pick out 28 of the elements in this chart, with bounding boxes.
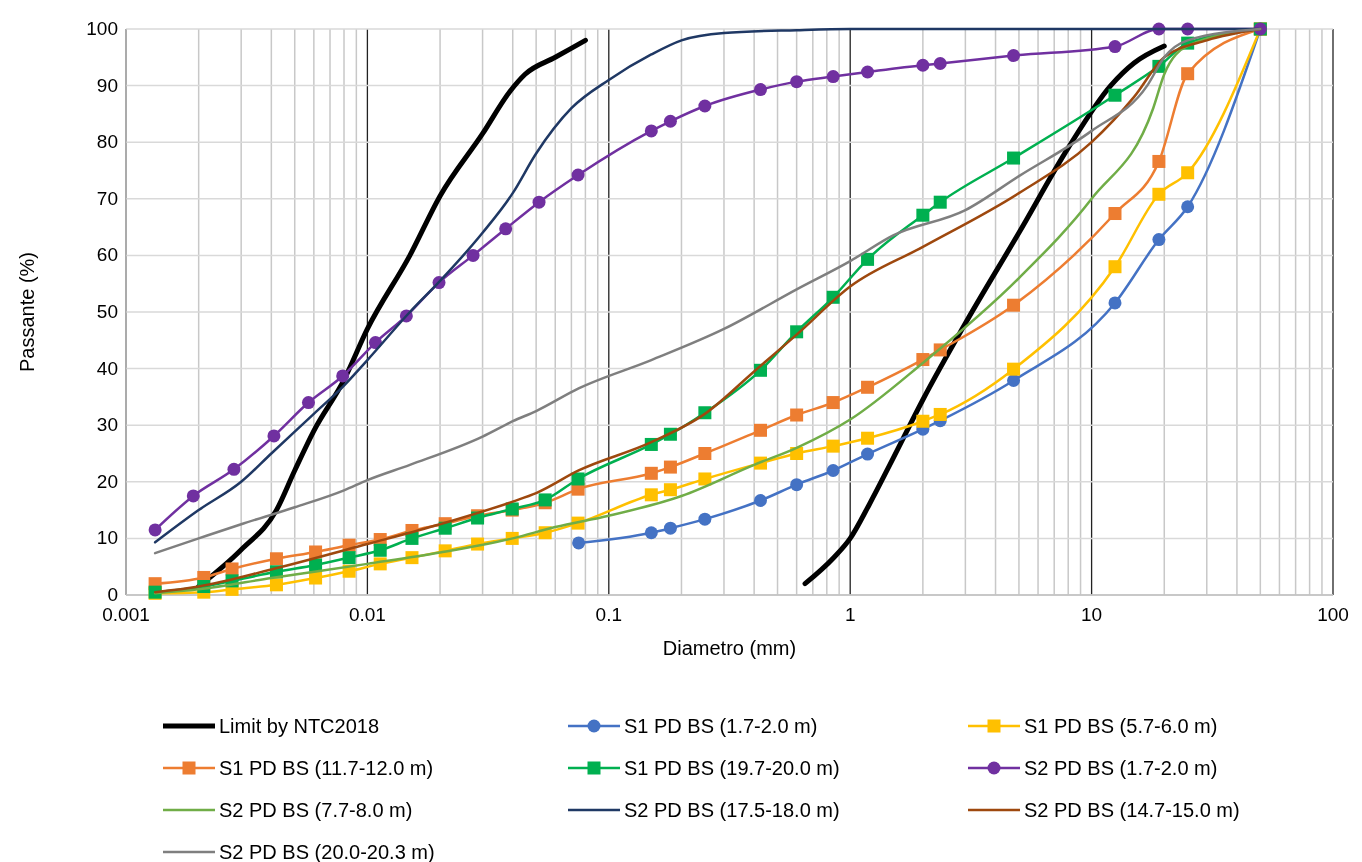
y-tick-label: 30	[96, 414, 118, 436]
x-tick-label: 0.1	[595, 604, 623, 625]
y-tick-label: 0	[107, 584, 118, 605]
y-tick-label: 90	[96, 74, 118, 96]
y-tick-label: 20	[96, 470, 118, 492]
y-tick-label: 60	[96, 244, 118, 266]
legend-label: S2 PD BS (7.7-8.0 m)	[219, 799, 413, 821]
y-axis-title: Passante (%)	[16, 251, 38, 373]
y-tick-label: 100	[86, 18, 118, 39]
y-tick-label: 10	[96, 527, 118, 549]
legend-label: S1 PD BS (5.7-6.0 m)	[1024, 715, 1218, 737]
legend-label: S2 PD BS (17.5-18.0 m)	[624, 799, 840, 821]
x-tick-label: 0.001	[102, 604, 150, 625]
x-tick-label: 1	[844, 604, 856, 625]
legend-label: S2 PD BS (1.7-2.0 m)	[1024, 757, 1218, 779]
legend-label: S1 PD BS (11.7-12.0 m)	[219, 757, 434, 779]
legend-label: S1 PD BS (19.7-20.0 m)	[624, 757, 840, 779]
y-tick-label: 40	[96, 357, 118, 379]
x-axis-title: Diametro (mm)	[662, 637, 797, 659]
y-tick-label: 80	[96, 131, 118, 153]
x-tick-label: 10	[1081, 604, 1103, 625]
x-tick-label: 100	[1317, 604, 1349, 625]
y-tick-label: 70	[96, 187, 118, 209]
legend-label: S1 PD BS (1.7-2.0 m)	[624, 715, 818, 737]
y-tick-label: 50	[96, 301, 118, 322]
legend-label: Limit by NTC2018	[219, 715, 380, 737]
legend-label: S2 PD BS (14.7-15.0 m)	[1024, 799, 1240, 821]
x-tick-label: 0.01	[348, 604, 386, 625]
